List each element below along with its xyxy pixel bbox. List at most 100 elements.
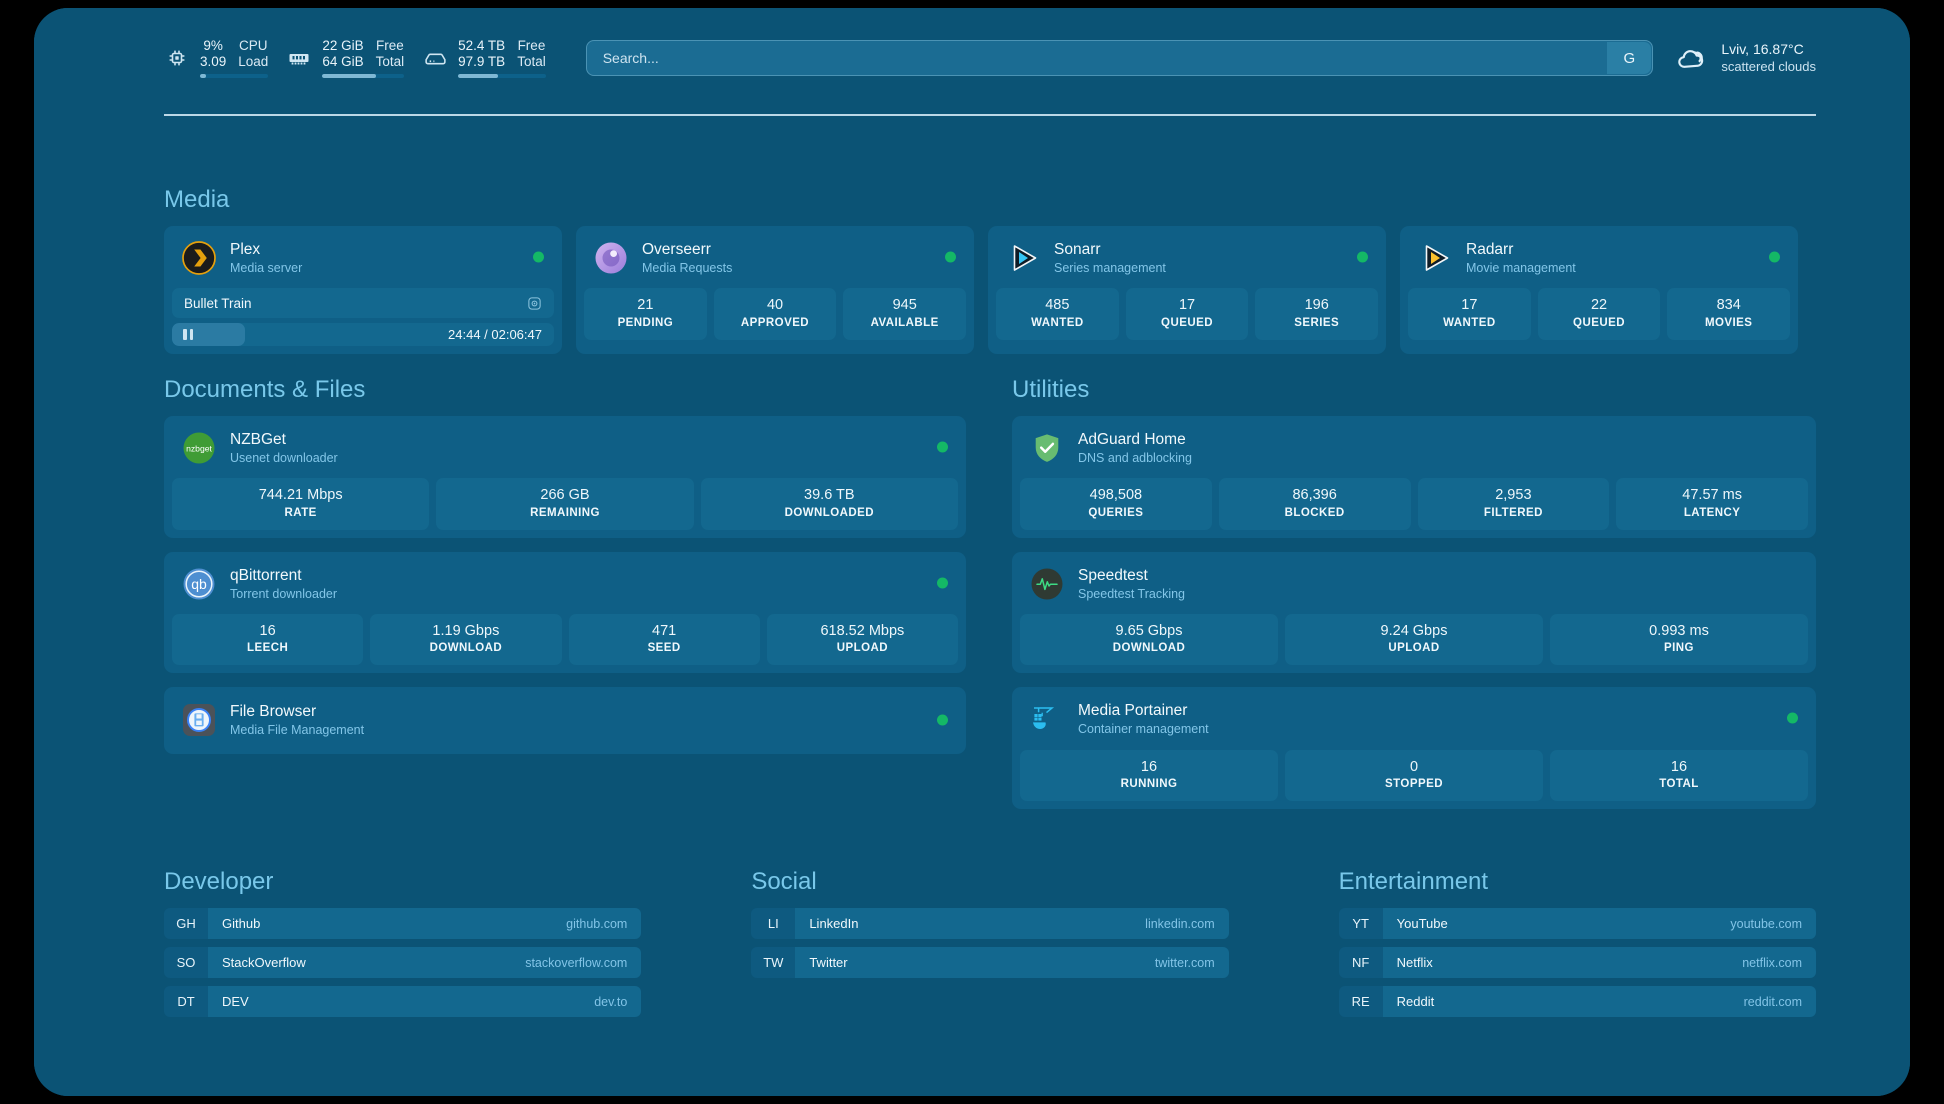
stat-ping: 0.993 ms PING [1550,614,1808,666]
gear-icon[interactable] [527,296,542,311]
qbittorrent-stats: 16 LEECH 1.19 Gbps DOWNLOAD 471 SEED 618… [164,614,966,673]
bookmark-badge: SO [164,947,208,978]
stat-value: 39.6 TB [804,487,855,504]
bookmark-name: Netflix [1396,955,1433,970]
card-overseerr[interactable]: Overseerr Media Requests 21 PENDING 40 A… [576,226,974,355]
bookmark-link[interactable]: LinkedIn linkedin.com [795,908,1229,939]
disk-free-label: Free [517,37,546,53]
card-nzbget[interactable]: nzbget NZBGet Usenet downloader 744.21 M… [164,416,966,538]
stat-label: RATE [284,506,317,519]
card-plex[interactable]: Plex Media server Bullet Train [164,226,562,355]
bookmark-item-stackoverflow[interactable]: SO StackOverflow stackoverflow.com [164,947,642,978]
weather-widget[interactable]: Lviv, 16.87°C scattered clouds [1675,40,1816,75]
stat-value: 16 [1140,758,1158,775]
bookmark-name: StackOverflow [222,955,306,970]
card-qbittorrent[interactable]: qb qBittorrent Torrent downloader 16 LEE… [164,551,966,674]
bookmark-name: Reddit [1396,994,1435,1009]
stat-label: LATENCY [1683,506,1741,519]
stat-label: UPLOAD [836,642,888,655]
pause-icon[interactable] [183,329,193,341]
system-stat-disk: 52.4 TB 97.9 TB Free Total [422,38,546,79]
memory-stat-columns: 22 GiB 64 GiB Free Total [322,38,405,79]
stat-remaining: 266 GB REMAINING [436,478,694,530]
adguard-shield-icon [1030,431,1064,465]
stat-value: 2,953 [1495,487,1532,504]
bookmark-item-reddit[interactable]: RE Reddit reddit.com [1338,986,1816,1017]
plex-card-header: Plex Media server [164,226,562,288]
radarr-card-header: Radarr Movie management [1400,226,1798,288]
bookmark-link[interactable]: DEV dev.to [208,986,642,1017]
card-media-portainer[interactable]: Media Portainer Container management 16 … [1012,687,1816,809]
status-badge [937,714,948,726]
bookmark-item-github[interactable]: GH Github github.com [164,908,642,939]
bookmark-item-netflix[interactable]: NF Netflix netflix.com [1338,947,1816,978]
bookmark-link[interactable]: Reddit reddit.com [1382,986,1816,1017]
stat-label: QUEUED [1161,316,1213,329]
bookmark-link[interactable]: Netflix netflix.com [1382,947,1816,978]
status-badge [937,441,948,453]
stat-label: BLOCKED [1284,506,1345,519]
media-card-grid: Plex Media server Bullet Train [164,226,1816,355]
card-adguard-home[interactable]: AdGuard Home DNS and adblocking 498,508 … [1012,416,1816,538]
status-badge [945,251,956,263]
portainer-card-header: Media Portainer Container management [1012,687,1816,749]
bookmark-link[interactable]: YouTube youtube.com [1382,908,1816,939]
nzbget-icon: nzbget [182,431,216,465]
stat-value: 17 [1178,297,1196,314]
now-playing-title-row[interactable]: Bullet Train [172,288,554,319]
bookmark-url: github.com [566,916,628,931]
card-sonarr[interactable]: Sonarr Series management 485 WANTED 17 Q… [988,226,1386,355]
bookmark-name: Github [222,916,261,931]
stat-value: 9.65 Gbps [1115,623,1183,639]
bookmark-item-youtube[interactable]: YT YouTube youtube.com [1338,908,1816,939]
stat-label: PING [1664,642,1694,655]
now-playing-progress-row[interactable]: 24:44 / 02:06:47 [172,323,554,347]
radarr-subtitle: Movie management [1466,261,1576,276]
stat-download: 1.19 Gbps DOWNLOAD [370,614,562,666]
overseerr-name: Overseerr [642,241,711,258]
card-speedtest[interactable]: Speedtest Speedtest Tracking 9.65 Gbps D… [1012,551,1816,674]
overseerr-card-header: Overseerr Media Requests [576,226,974,288]
bookmark-link[interactable]: StackOverflow stackoverflow.com [208,947,642,978]
sonarr-name: Sonarr [1054,241,1101,258]
stat-rate: 744.21 Mbps RATE [172,478,430,530]
stat-pending: 21 PENDING [584,288,707,340]
search-bar: G [585,40,1654,76]
bookmark-link[interactable]: Github github.com [208,908,642,939]
hard-drive-icon [422,45,448,71]
stat-label: STOPPED [1385,777,1443,790]
adguard-stats: 498,508 QUERIES 86,396 BLOCKED 2,953 FIL… [1012,478,1816,537]
stat-stopped: 0 STOPPED [1285,749,1543,801]
nzbget-card-header: nzbget NZBGet Usenet downloader [164,416,966,478]
bookmark-link[interactable]: Twitter twitter.com [795,947,1229,978]
bookmark-item-twitter[interactable]: TW Twitter twitter.com [751,947,1229,978]
stat-value: 17 [1461,297,1478,314]
media-section-title: Media [164,186,230,213]
card-file-browser[interactable]: File Browser Media File Management [164,687,966,754]
stat-value: 945 [892,297,917,314]
search-input[interactable] [585,40,1654,76]
adguard-subtitle: DNS and adblocking [1078,451,1192,466]
plex-meta: Plex Media server [230,240,302,276]
bookmark-item-linkedin[interactable]: LI LinkedIn linkedin.com [751,908,1229,939]
qbittorrent-subtitle: Torrent downloader [230,586,338,601]
bookmark-url: netflix.com [1742,955,1802,970]
bookmark-url: dev.to [594,994,628,1009]
bookmark-item-dev[interactable]: DT DEV dev.to [164,986,642,1017]
status-badge [1769,251,1780,263]
stat-label: MOVIES [1704,316,1753,329]
nzbget-stats: 744.21 Mbps RATE 266 GB REMAINING 39.6 T… [164,478,966,537]
stat-queued: 22 QUEUED [1537,288,1661,340]
stat-label: APPROVED [740,316,810,329]
card-radarr[interactable]: Radarr Movie management 17 WANTED 22 QUE… [1400,226,1798,355]
svg-text:qb: qb [191,576,207,592]
search-engine-button[interactable]: G [1607,42,1652,74]
radarr-name: Radarr [1466,241,1514,258]
status-badge [1787,712,1798,724]
bookmark-group-title: Developer [164,868,274,895]
stat-label: QUEUED [1573,316,1625,329]
stat-label: DOWNLOAD [1112,642,1186,655]
file-browser-meta: File Browser Media File Management [230,702,364,738]
stat-queries: 498,508 QUERIES [1020,478,1212,530]
dashboard-page: 9% 3.09 CPU Load [34,8,1910,1096]
